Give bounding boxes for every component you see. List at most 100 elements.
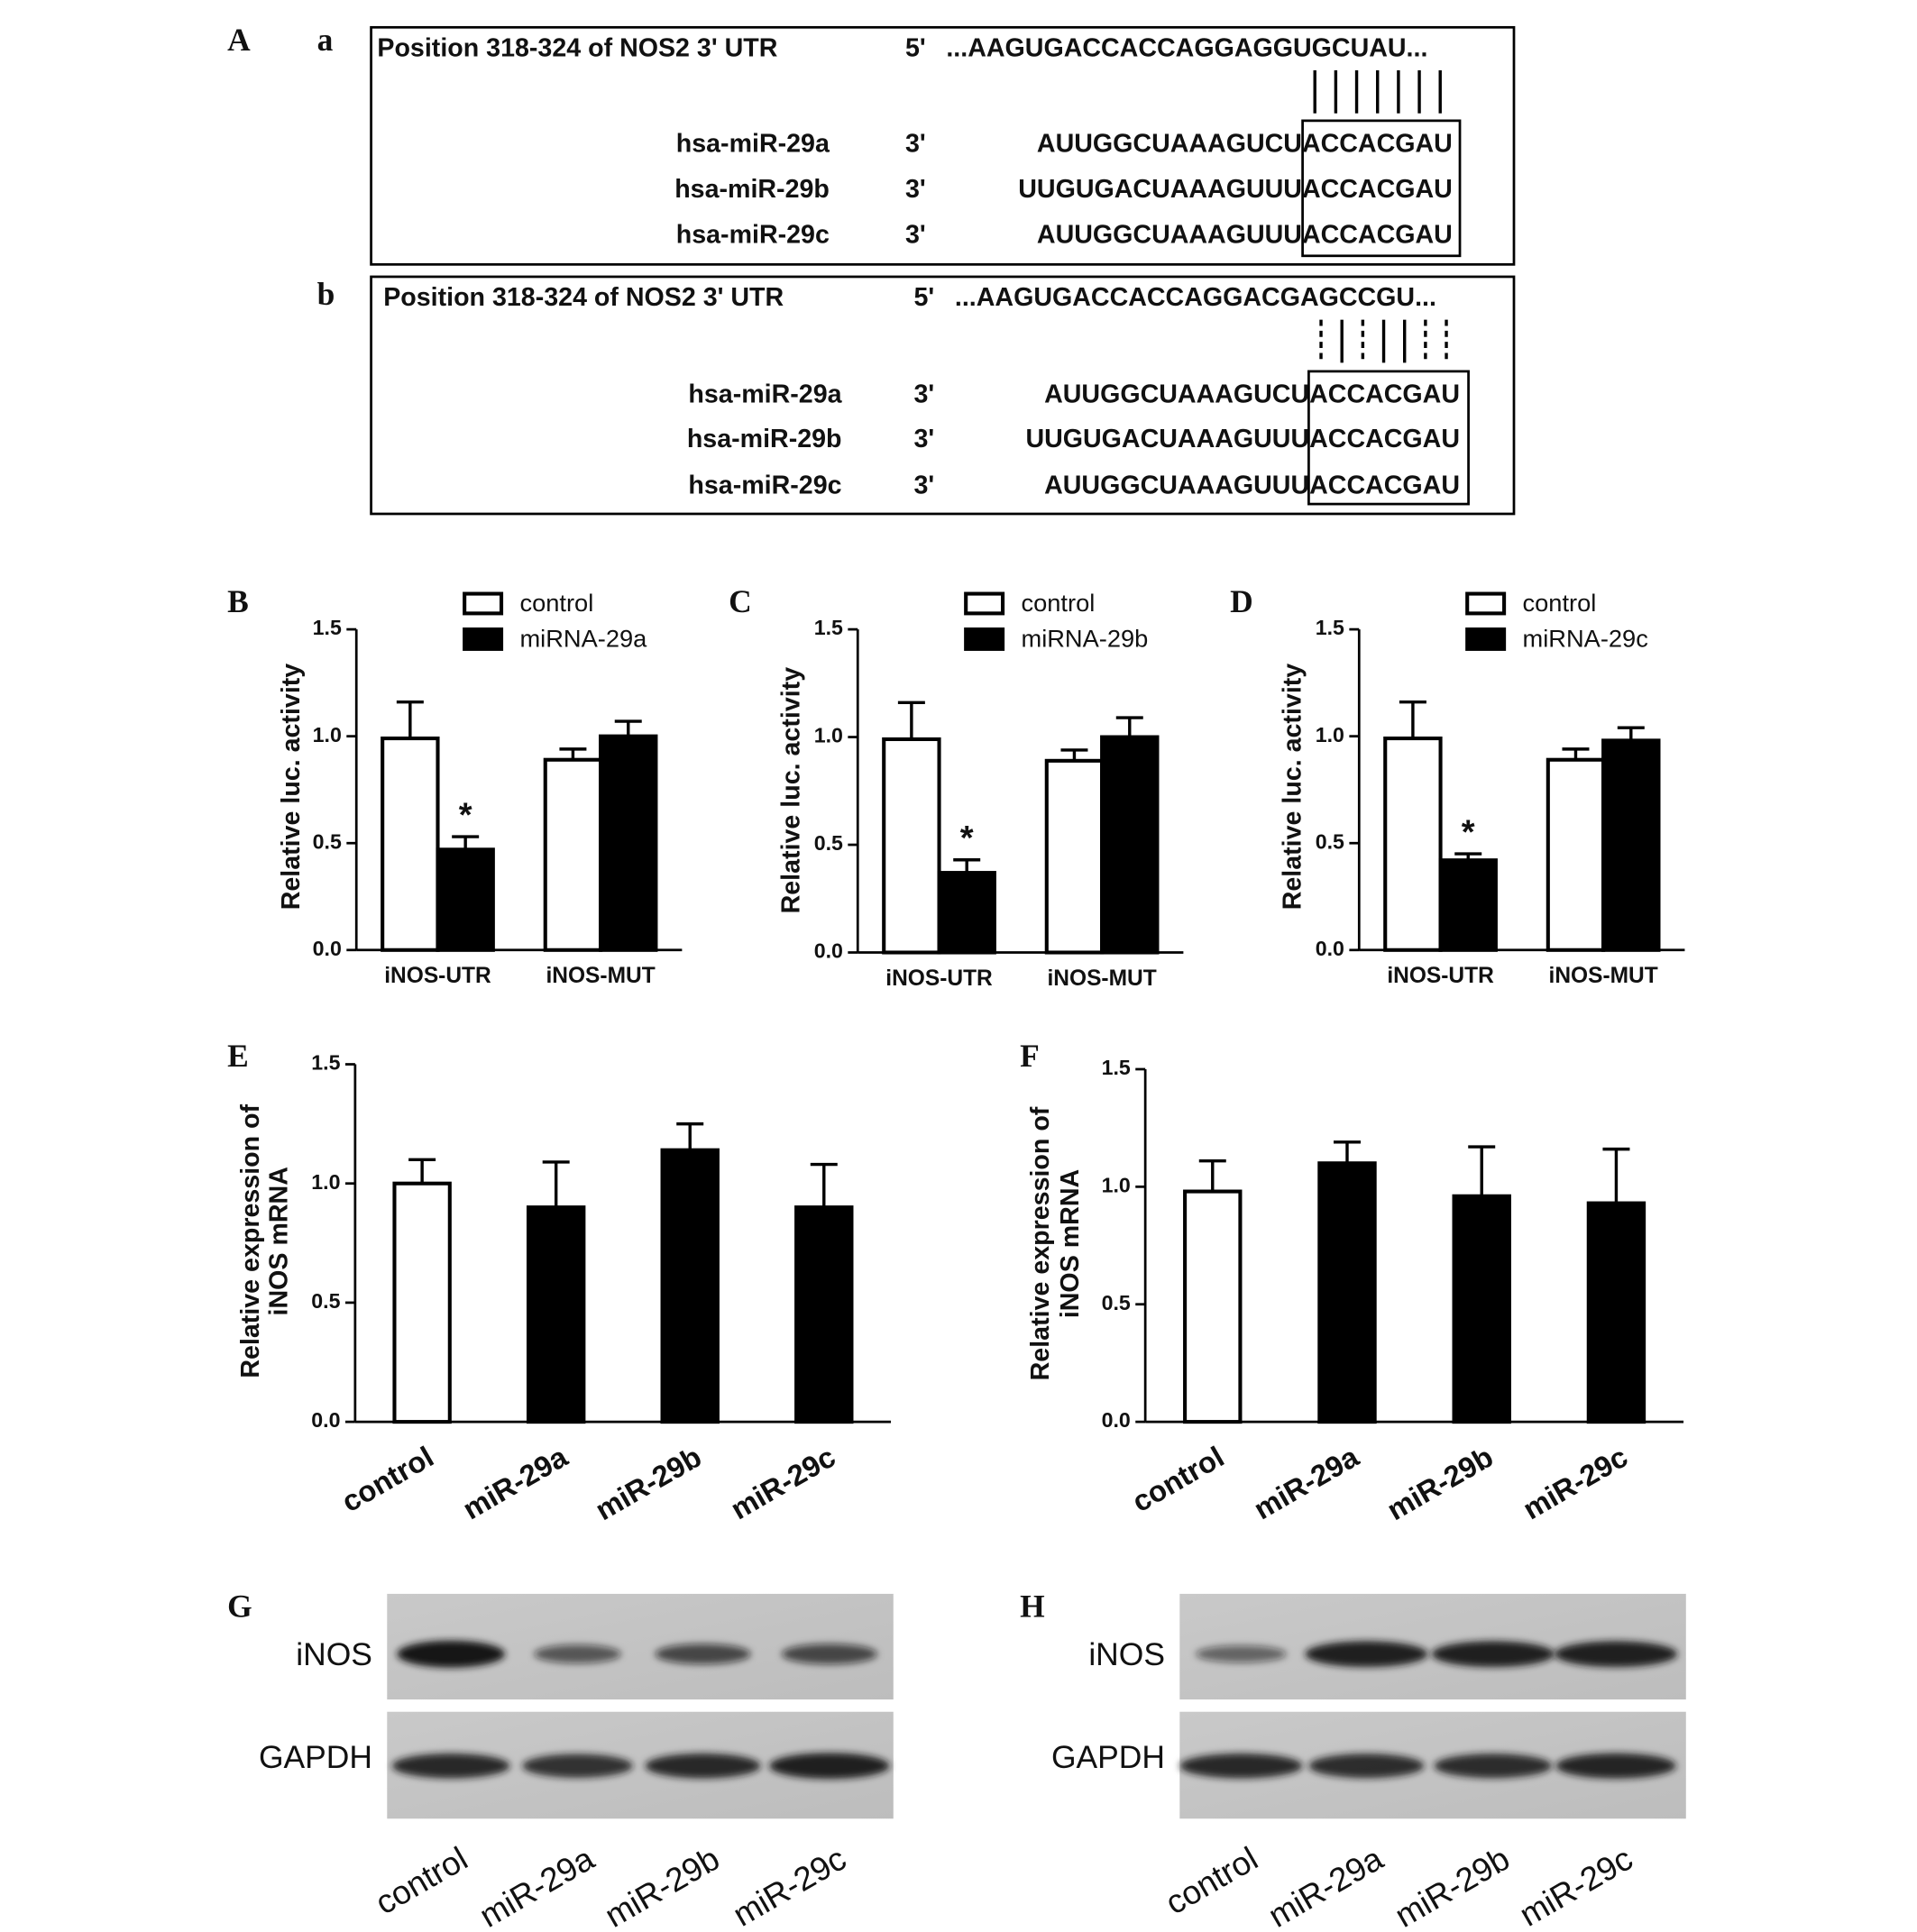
mirna-sequence: UUGUGACUAAAGUUUACCACGAU [1025,425,1460,453]
target-sequence: ...AAGUGACCACCAGGACGAGCCGU... [955,283,1436,312]
significance-mark: * [960,819,974,857]
pairing-lines [1313,70,1448,363]
blot-band [769,1753,890,1780]
bar [599,734,658,952]
legend-swatch [1465,591,1507,616]
y-tick-label: 0.5 [814,831,843,855]
bar [794,1205,854,1424]
y-tick-label: 0.5 [1316,829,1344,853]
y-tick-label: 0.5 [313,829,342,853]
y-tick-label: 1.0 [1316,723,1344,746]
bar [392,1181,452,1424]
seed-box [1301,119,1462,258]
blot-band [655,1644,751,1664]
blot-band [1179,1753,1303,1779]
x-tick-label: miR-29a [1248,1439,1364,1525]
target-sequence: ...AAGUGACCACCAGGAGGUGCUAU... [946,33,1427,62]
bar [381,736,440,952]
panel-b-box [370,275,1516,516]
x-tick-label: iNOS-UTR [885,966,993,991]
lane-label: miR-29b [1389,1840,1516,1932]
blot-band [1434,1753,1553,1779]
bar [1183,1189,1243,1424]
lane-label: miR-29c [1513,1840,1638,1932]
lane-label: miR-29b [599,1840,726,1932]
legend-swatch [463,627,504,651]
y-axis-label: Relative luc. activity [777,667,806,914]
three-prime: 3' [913,472,934,500]
legend-label: control [519,589,593,617]
x-tick-label: iNOS-MUT [1048,966,1157,991]
y-tick-label: 1.5 [313,616,342,639]
blot-band [645,1753,761,1779]
y-axis-label: Relative luc. activity [1279,664,1307,911]
mirna-name: hsa-miR-29c [676,221,830,250]
mirna-sequence: AUUGGCUAAAGUUUACCACGAU [1037,221,1453,250]
three-prime: 3' [905,130,926,159]
bar [1586,1201,1646,1424]
panel-label: D [1230,583,1253,619]
blot-band [1554,1641,1678,1668]
x-tick-label: miR-29b [590,1440,707,1527]
mirna-name: hsa-miR-29a [676,130,830,159]
lane-label: miR-29c [727,1840,852,1932]
x-tick-label: miR-29b [1381,1440,1499,1527]
y-tick-label: 0.5 [1102,1291,1131,1314]
legend-swatch [964,591,1005,616]
panel-label: C [729,583,752,619]
mirna-sequence: AUUGGCUAAAGUCUACCACGAU [1044,380,1460,409]
y-tick-label: 1.5 [814,616,843,639]
y-tick-label: 1.0 [1102,1173,1131,1196]
legend-label: control [1022,589,1096,617]
seed-box [1307,370,1470,506]
bar [526,1205,586,1424]
mirna-name: hsa-miR-29a [688,380,842,409]
y-axis-label: Relative expression of [236,1103,265,1378]
y-tick-label: 1.5 [1102,1056,1131,1079]
bar [882,737,941,955]
x-tick-label: iNOS-MUT [546,964,655,988]
lane-label: miR-29a [473,1839,601,1932]
blot-band [1196,1645,1287,1663]
five-prime: 5' [905,33,926,62]
lane-label: miR-29a [1262,1839,1390,1932]
y-axis-label: Relative luc. activity [277,664,306,911]
legend-swatch [1465,627,1507,651]
x-tick-label: miR-29c [1518,1440,1634,1526]
y-tick-label: 1.0 [311,1170,340,1194]
x-tick-label: iNOS-MUT [1549,964,1658,988]
bar [1383,736,1443,952]
blot-band [391,1753,510,1779]
panel-label: B [227,583,249,619]
bar [1100,735,1160,955]
legend-swatch [964,627,1005,651]
blot-row-label: GAPDH [259,1739,372,1775]
y-tick-label: 0.0 [311,1408,340,1432]
bar [1546,757,1606,952]
significance-mark: * [459,795,472,834]
three-prime: 3' [913,380,934,409]
sequence-title: Position 318-324 of NOS2 3' UTR [377,33,777,62]
legend-label: miRNA-29c [1523,625,1648,653]
x-tick-label: control [335,1440,438,1518]
panel-label: H [1020,1589,1045,1625]
mirna-sequence: AUUGGCUAAAGUCUACCACGAU [1037,130,1453,159]
y-tick-label: 0.0 [814,939,843,963]
bar [1452,1194,1511,1424]
blot-band [781,1644,878,1664]
y-tick-label: 0.5 [311,1289,340,1313]
y-tick-label: 0.0 [1102,1408,1131,1432]
lane-label: control [369,1840,473,1922]
legend-label: miRNA-29b [1022,625,1149,653]
y-axis-label: iNOS mRNA [1056,1169,1085,1318]
sub-label: a [317,22,334,58]
panel-label: F [1020,1038,1040,1074]
y-tick-label: 1.5 [1316,616,1344,639]
y-tick-label: 0.0 [313,937,342,960]
blot-row-label: iNOS [1088,1636,1165,1672]
mirna-name: hsa-miR-29b [687,425,842,453]
lane-label: control [1160,1840,1264,1922]
blot-band [397,1640,506,1668]
